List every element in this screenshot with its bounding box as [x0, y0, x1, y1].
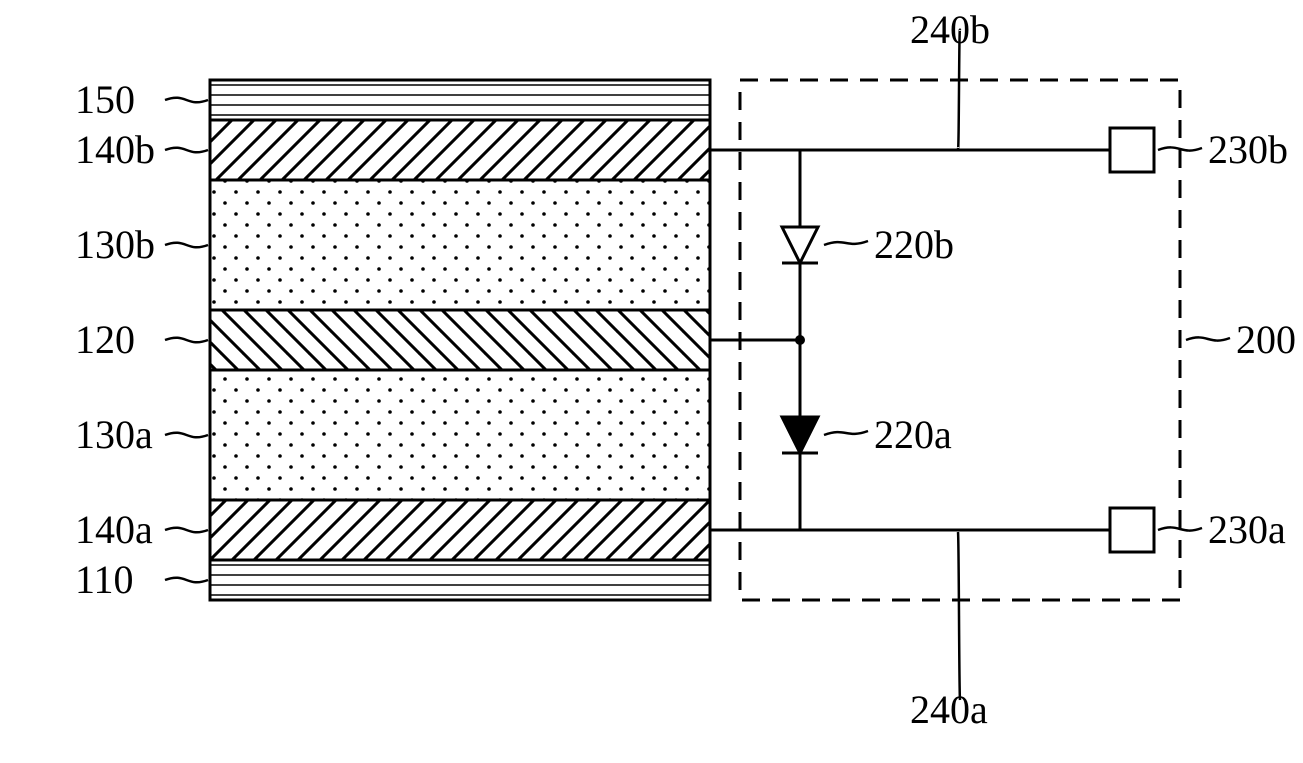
label-230b: 230b	[1208, 126, 1288, 173]
layer-130b	[210, 180, 710, 310]
layer-110	[210, 560, 710, 600]
lead-240a	[958, 532, 960, 700]
label-220a: 220a	[874, 411, 952, 458]
layer-150	[210, 80, 710, 120]
lead-220a	[824, 431, 868, 435]
lead-150	[165, 98, 208, 103]
label-140b: 140b	[75, 126, 155, 173]
lead-220b	[824, 241, 868, 245]
label-130b: 130b	[75, 221, 155, 268]
node-mid	[795, 335, 805, 345]
lead-200	[1186, 337, 1230, 340]
label-150: 150	[75, 76, 135, 123]
label-230a: 230a	[1208, 506, 1286, 553]
lead-140a	[165, 528, 208, 533]
label-240a: 240a	[910, 686, 988, 733]
lead-140b	[165, 148, 208, 153]
lead-130b	[165, 243, 208, 248]
lead-230a	[1158, 527, 1202, 530]
terminal-230a	[1110, 508, 1154, 552]
diagram-canvas	[0, 0, 1303, 763]
label-140a: 140a	[75, 506, 153, 553]
label-220b: 220b	[874, 221, 954, 268]
label-120: 120	[75, 316, 135, 363]
lead-130a	[165, 433, 208, 438]
lead-230b	[1158, 147, 1202, 150]
lead-120	[165, 338, 208, 343]
label-200: 200	[1236, 316, 1296, 363]
label-110: 110	[75, 556, 134, 603]
layer-140b	[210, 120, 710, 180]
layer-120	[210, 310, 710, 370]
label-240b: 240b	[910, 6, 990, 53]
layer-130a	[210, 370, 710, 500]
diode-220a	[782, 417, 818, 453]
layer-140a	[210, 500, 710, 560]
terminal-230b	[1110, 128, 1154, 172]
lead-110	[165, 578, 208, 583]
diode-220b	[782, 227, 818, 263]
label-130a: 130a	[75, 411, 153, 458]
